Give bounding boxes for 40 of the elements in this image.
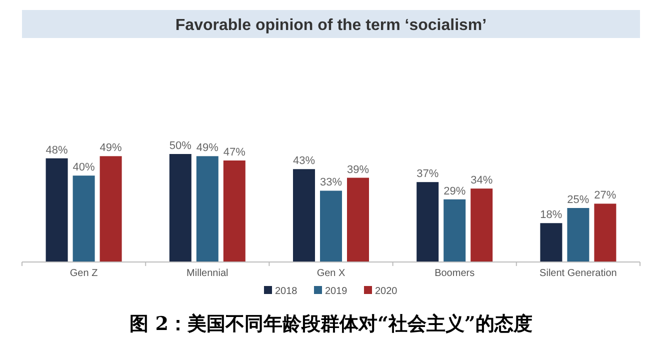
data-label: 39% <box>346 164 370 176</box>
x-tick-label: Millennial <box>186 268 228 279</box>
data-label: 34% <box>470 174 493 187</box>
x-tick-label: Gen Z <box>70 268 98 279</box>
bar <box>347 178 369 262</box>
legend-label: 2019 <box>325 286 348 297</box>
bar <box>196 156 218 262</box>
data-label: 43% <box>292 155 316 168</box>
bar <box>567 208 590 262</box>
bar <box>444 199 466 262</box>
bar <box>293 169 315 262</box>
data-label: 40% <box>72 162 96 174</box>
data-label: 50% <box>169 140 192 152</box>
data-label: 47% <box>223 146 246 158</box>
caption: 图 2：美国不同年龄段群体对“社会主义”的态度 <box>130 313 532 335</box>
data-label: 37% <box>416 168 439 180</box>
x-tick-label: Gen X <box>316 268 346 279</box>
bar <box>72 176 95 262</box>
data-label: 49% <box>196 142 219 154</box>
data-label: 33% <box>320 176 342 189</box>
bar <box>470 188 493 262</box>
data-label: 48% <box>46 144 68 156</box>
chart-title: Favorable opinion of the term ‘socialism’ <box>175 17 487 34</box>
bar <box>540 223 562 262</box>
x-tick-label: Boomers <box>434 268 475 279</box>
bar <box>320 190 342 262</box>
bar <box>223 160 246 262</box>
bar <box>169 154 192 262</box>
bar <box>416 182 439 262</box>
bar <box>594 204 616 262</box>
data-label: 49% <box>100 142 122 154</box>
data-label: 29% <box>444 185 466 198</box>
x-tick-label: Silent Generation <box>540 268 617 279</box>
bar <box>46 158 68 262</box>
data-label: 27% <box>594 190 616 202</box>
legend-label: 2020 <box>375 286 398 297</box>
data-label: 25% <box>567 194 590 206</box>
legend-label: 2018 <box>275 286 298 297</box>
bar <box>100 156 122 262</box>
data-label: 18% <box>540 209 562 222</box>
